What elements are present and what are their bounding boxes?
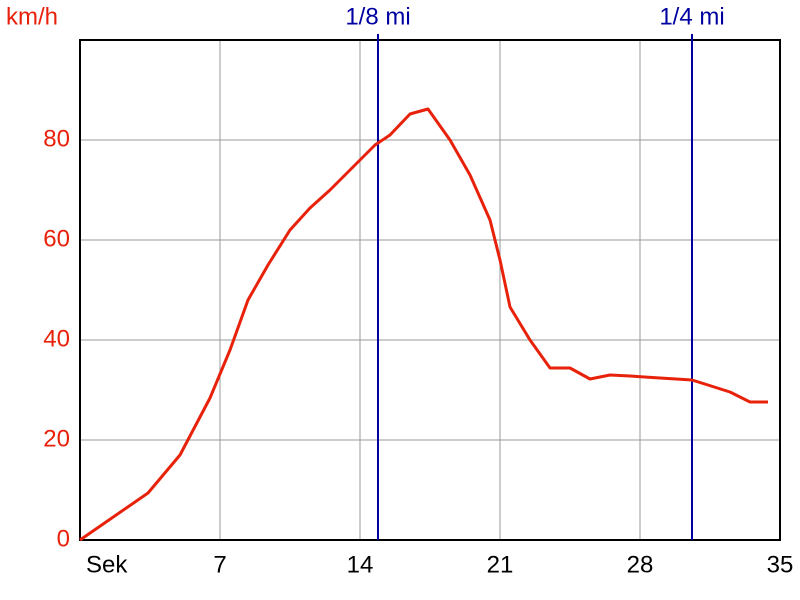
y-axis-label: km/h xyxy=(6,3,58,30)
plot-frame xyxy=(79,39,781,541)
x-tick-label: Sek xyxy=(86,551,128,578)
x-tick-label: 7 xyxy=(213,551,226,578)
y-tick-label: 60 xyxy=(43,225,70,252)
y-tick-label: 20 xyxy=(43,425,70,452)
x-tick-label: 14 xyxy=(347,551,374,578)
speed-line xyxy=(79,107,768,542)
x-tick-label: 35 xyxy=(767,551,794,578)
distance-marker-label: 1/4 mi xyxy=(659,3,724,30)
y-tick-label: 0 xyxy=(57,525,70,552)
x-tick-label: 21 xyxy=(487,551,514,578)
x-tick-label: 28 xyxy=(627,551,654,578)
distance-marker-label: 1/8 mi xyxy=(345,3,410,30)
y-tick-label: 80 xyxy=(43,125,70,152)
y-tick-label: 40 xyxy=(43,325,70,352)
